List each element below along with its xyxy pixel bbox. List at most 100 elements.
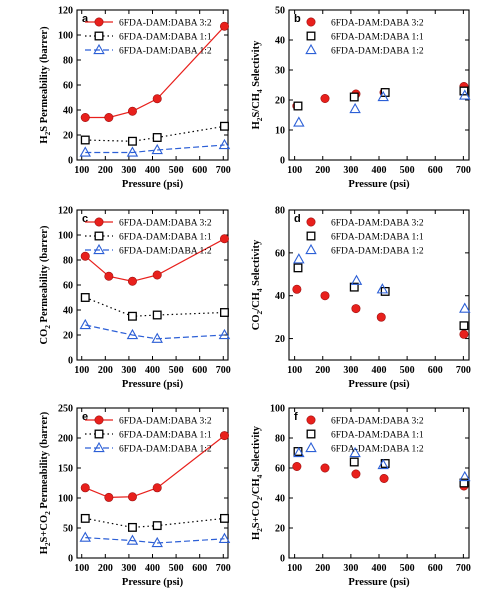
- panel-label: b: [294, 13, 301, 25]
- legend-marker: [306, 415, 316, 425]
- data-point: [152, 94, 162, 104]
- legend-label: 6FDA-DAM:DABA 1:2: [331, 445, 424, 455]
- data-point: [80, 135, 90, 145]
- y-tick-label: 30: [275, 66, 285, 77]
- label-part: 2: [255, 310, 264, 314]
- label-part: 2: [43, 511, 52, 515]
- data-point: [293, 116, 305, 127]
- data-point: [218, 532, 231, 543]
- data-point: [351, 469, 361, 479]
- data-point: [320, 291, 330, 301]
- label-part: S+CO: [251, 501, 262, 529]
- y-tick-label: 10: [275, 126, 285, 137]
- series-line: [85, 144, 225, 154]
- data-point: [151, 536, 163, 548]
- series-line: [85, 296, 225, 317]
- legend-label: 6FDA-DAM:DABA 3:2: [119, 417, 212, 427]
- y-axis-label: CO2/CH4 Selectivity: [251, 239, 264, 330]
- x-tick-label: 400: [145, 365, 160, 376]
- label-part: Permeability (barrer): [39, 411, 50, 511]
- legend-label: 6FDA-DAM:DABA 1:2: [119, 445, 212, 455]
- x-tick-label: 200: [98, 365, 113, 376]
- data-point: [126, 328, 139, 340]
- y-tick-label: 120: [58, 206, 73, 217]
- x-tick-label: 600: [428, 563, 443, 574]
- x-axis-label: Pressure (psi): [348, 179, 410, 190]
- x-tick-label: 300: [343, 365, 358, 376]
- x-tick-label: 600: [428, 365, 443, 376]
- legend-marker: [306, 17, 316, 27]
- data-point: [349, 457, 359, 467]
- legend-marker: [93, 441, 105, 453]
- chart-panel-f: 100 200 300 400 500 600 700 0 20 40 60 80 100 Pressur…: [251, 404, 471, 589]
- x-tick-label: 100: [287, 563, 302, 574]
- x-tick-label: 400: [372, 563, 387, 574]
- legend-label: 6FDA-DAM:DABA 1:1: [331, 233, 424, 243]
- legend-marker: [306, 31, 316, 41]
- x-axis-label: Pressure (psi): [122, 577, 184, 588]
- data-point: [219, 431, 229, 441]
- x-tick-label: 200: [315, 365, 330, 376]
- y-tick-label: 40: [275, 494, 285, 505]
- y-axis-label: H2S Permeability (barrer): [39, 26, 52, 144]
- data-point: [80, 293, 90, 302]
- label-part: 2: [43, 325, 52, 329]
- data-point: [293, 263, 303, 273]
- data-point: [459, 302, 471, 313]
- legend-marker: [306, 217, 316, 227]
- legend-marker: [94, 231, 104, 241]
- panel-label: d: [294, 213, 301, 225]
- x-tick-label: 100: [74, 165, 89, 176]
- y-tick-label: 20: [275, 334, 285, 345]
- label-part: Selectivity: [251, 239, 262, 288]
- data-point: [104, 113, 114, 123]
- series-line: [85, 324, 225, 340]
- label-part: H: [39, 546, 50, 554]
- label-part: 2: [255, 497, 264, 501]
- x-tick-label: 400: [145, 563, 160, 574]
- y-tick-label: 80: [275, 434, 285, 445]
- label-part: 4: [255, 89, 264, 93]
- chart-panel-d: 100 200 300 400 500 600 700 20 40 60 80 Pressure (p…: [251, 206, 471, 391]
- label-part: /CH: [251, 292, 262, 312]
- data-point: [152, 310, 162, 320]
- x-tick-label: 500: [169, 365, 184, 376]
- data-point: [459, 470, 471, 482]
- data-point: [293, 253, 305, 264]
- label-part: S+CO: [39, 515, 50, 543]
- y-tick-label: 40: [275, 36, 285, 47]
- y-axis-label: H2S/CH4 Selectivity: [251, 40, 264, 129]
- x-tick-label: 500: [169, 563, 184, 574]
- x-tick-label: 300: [121, 563, 136, 574]
- panel-label: f: [294, 411, 298, 423]
- data-point: [459, 478, 469, 488]
- data-point: [292, 461, 302, 471]
- legend-label: 6FDA-DAM:DABA 3:2: [331, 417, 424, 427]
- legend-marker: [94, 17, 104, 27]
- label-part: H: [251, 532, 262, 540]
- legend-marker: [305, 43, 317, 55]
- x-tick-label: 100: [287, 365, 302, 376]
- chart-panel-e: 100 200 300 400 500 600 700 0 50 100 150 200 250 Pres…: [39, 404, 231, 589]
- label-part: /CH: [251, 478, 262, 498]
- x-tick-label: 300: [343, 563, 358, 574]
- legend-marker: [305, 441, 317, 453]
- label-part: H: [251, 121, 262, 129]
- x-tick-label: 100: [74, 365, 89, 376]
- data-point: [293, 101, 303, 111]
- legend-label: 6FDA-DAM:DABA 3:2: [119, 19, 212, 29]
- data-point: [376, 312, 386, 322]
- data-point: [79, 531, 91, 542]
- x-tick-label: 500: [400, 365, 415, 376]
- label-part: S Permeability (barrer): [39, 26, 50, 132]
- x-tick-label: 200: [98, 563, 113, 574]
- legend-marker: [94, 31, 104, 41]
- y-tick-label: 40: [275, 291, 285, 302]
- y-tick-label: 60: [275, 248, 285, 259]
- data-point: [351, 304, 361, 314]
- x-tick-label: 600: [192, 165, 207, 176]
- x-tick-label: 600: [428, 165, 443, 176]
- y-tick-label: 40: [63, 106, 73, 117]
- y-tick-label: 20: [275, 524, 285, 535]
